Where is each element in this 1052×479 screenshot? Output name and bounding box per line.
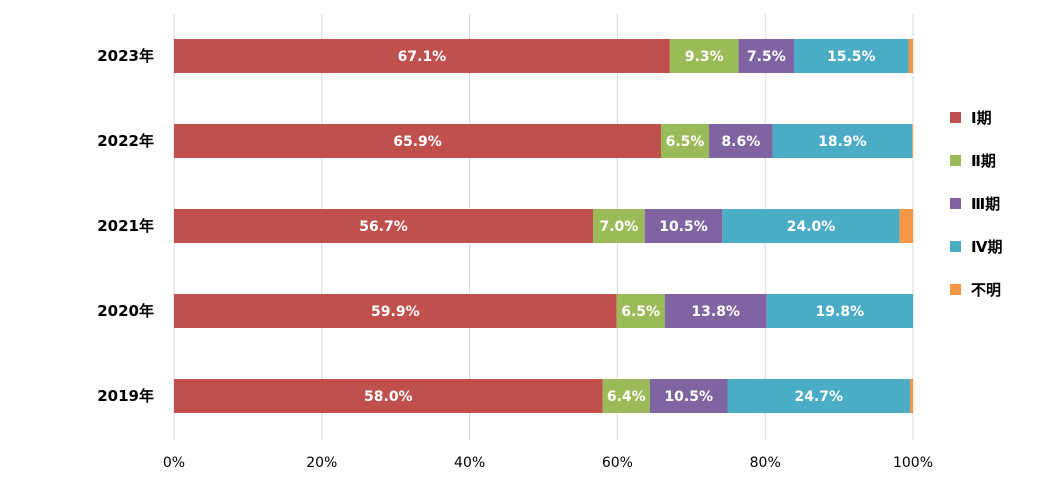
data-label: 58.0% bbox=[364, 389, 413, 405]
bar-segment bbox=[766, 294, 913, 328]
bar-segment bbox=[174, 209, 594, 243]
category-label: 2019年 bbox=[97, 387, 154, 405]
bar-segment bbox=[593, 209, 645, 243]
bar-segment bbox=[664, 294, 767, 328]
bar-segment bbox=[912, 124, 913, 158]
legend-label: Ⅱ期 bbox=[971, 152, 996, 170]
data-label: 67.1% bbox=[398, 49, 447, 65]
bar-segment bbox=[738, 39, 795, 73]
bar-segment bbox=[910, 379, 913, 413]
bars bbox=[174, 39, 913, 413]
legend-label: Ⅰ期 bbox=[971, 109, 992, 127]
bar-segment bbox=[899, 209, 913, 243]
data-label: 6.5% bbox=[621, 304, 660, 320]
bar-segment bbox=[772, 124, 913, 158]
bar-segment bbox=[908, 39, 913, 73]
bar-segment bbox=[602, 379, 650, 413]
legend-swatch bbox=[950, 241, 961, 252]
x-tick-label: 0% bbox=[163, 455, 185, 471]
data-label: 24.7% bbox=[794, 389, 843, 405]
data-label: 9.3% bbox=[685, 49, 724, 65]
data-label: 56.7% bbox=[359, 219, 408, 235]
data-label: 7.0% bbox=[599, 219, 638, 235]
category-label: 2022年 bbox=[97, 132, 154, 150]
data-label: 24.0% bbox=[787, 219, 836, 235]
x-tick-label: 80% bbox=[750, 455, 781, 471]
data-label: 10.5% bbox=[664, 389, 713, 405]
data-label: 15.5% bbox=[827, 49, 876, 65]
data-label: 19.8% bbox=[816, 304, 865, 320]
bar-segment bbox=[174, 124, 662, 158]
x-tick-label: 40% bbox=[454, 455, 485, 471]
bar-segment bbox=[669, 39, 739, 73]
category-label: 2023年 bbox=[97, 47, 154, 65]
data-label: 18.9% bbox=[818, 134, 867, 150]
bar-segment bbox=[661, 124, 710, 158]
data-label: 65.9% bbox=[393, 134, 442, 150]
bar-segment bbox=[794, 39, 909, 73]
bar-segment bbox=[174, 379, 603, 413]
x-tick-label: 60% bbox=[602, 455, 633, 471]
bar-segment bbox=[709, 124, 773, 158]
data-labels: 67.1% 9.3% 7.5% 15.5% 65.9% 6.5% 8.6% 18.9% 56.7… bbox=[359, 49, 875, 405]
legend-label: 不明 bbox=[971, 281, 1001, 299]
category-label: 2021年 bbox=[97, 217, 154, 235]
legend-swatch bbox=[950, 155, 961, 166]
data-label: 59.9% bbox=[371, 304, 420, 320]
x-tick-label: 100% bbox=[893, 455, 933, 471]
data-label: 10.5% bbox=[659, 219, 708, 235]
data-label: 8.6% bbox=[721, 134, 760, 150]
legend-swatch bbox=[950, 284, 961, 295]
legend-label: Ⅲ期 bbox=[971, 195, 1000, 213]
category-label: 2020年 bbox=[97, 302, 154, 320]
x-tick-label: 20% bbox=[306, 455, 337, 471]
legend-label: Ⅳ期 bbox=[971, 238, 1002, 256]
legend-swatch bbox=[950, 198, 961, 209]
data-label: 7.5% bbox=[747, 49, 786, 65]
data-label: 6.4% bbox=[607, 389, 646, 405]
data-label: 13.8% bbox=[691, 304, 740, 320]
bar-segment bbox=[649, 379, 728, 413]
bar-segment bbox=[616, 294, 665, 328]
bar-segment bbox=[644, 209, 723, 243]
bar-segment bbox=[727, 379, 911, 413]
legend-swatch bbox=[950, 112, 961, 123]
data-label: 6.5% bbox=[666, 134, 705, 150]
bar-segment bbox=[722, 209, 900, 243]
axis-labels: 0% 20% 40% 60% 80% 100% 2023年 2022年 2021年 2020年 20… bbox=[97, 47, 933, 471]
bar-segment bbox=[174, 294, 617, 328]
bar-segment bbox=[174, 39, 670, 73]
